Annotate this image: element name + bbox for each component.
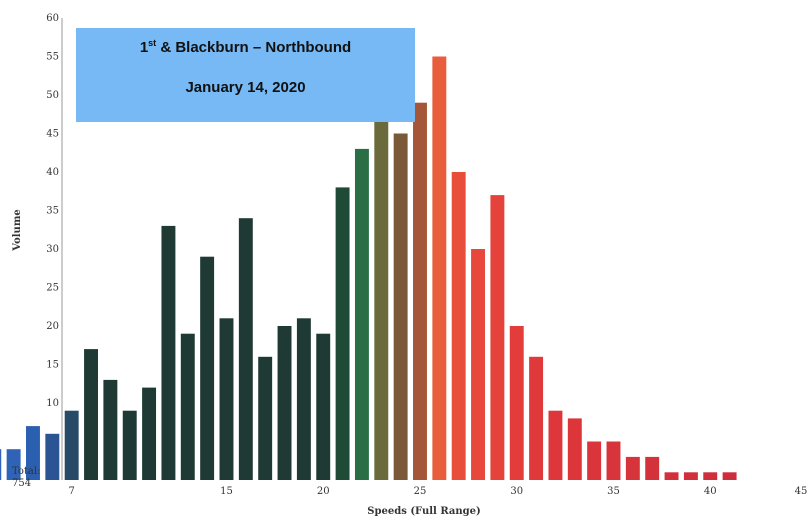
y-tick-label: 20 <box>46 321 59 332</box>
bar <box>258 356 273 480</box>
x-axis-title: Speeds (Full Range) <box>367 506 480 517</box>
bars <box>0 56 737 480</box>
y-tick-label: 30 <box>46 244 59 255</box>
y-tick-label: 40 <box>46 167 59 178</box>
total-value: 754 <box>12 478 31 489</box>
x-tick-label: 15 <box>220 486 233 497</box>
bar <box>64 410 79 480</box>
bar <box>645 456 660 480</box>
x-axis-ticks: 7 15 20 25 30 35 40 45 <box>68 486 807 497</box>
bar <box>393 133 408 480</box>
x-tick-label: 45 <box>795 486 807 497</box>
bar <box>606 441 621 480</box>
bar <box>703 472 718 480</box>
x-tick-label: 25 <box>414 486 427 497</box>
bar <box>490 195 505 480</box>
y-tick-label: 25 <box>46 283 59 294</box>
y-tick-label: 60 <box>46 13 59 24</box>
bar <box>683 472 698 480</box>
bar <box>413 102 427 480</box>
y-tick-label: 50 <box>46 90 59 101</box>
chart-title: 1st & Blackburn – Northbound <box>139 38 352 56</box>
y-tick-label: 45 <box>46 129 59 140</box>
bar <box>471 249 486 480</box>
bar <box>374 79 389 480</box>
bar <box>45 433 60 480</box>
x-tick-label: 20 <box>317 486 330 497</box>
bar <box>180 333 195 480</box>
bar <box>567 418 582 480</box>
y-tick-label: 55 <box>46 52 59 63</box>
bar <box>238 218 253 480</box>
x-tick-label: 30 <box>510 486 523 497</box>
bar <box>6 449 21 480</box>
bar <box>142 387 157 480</box>
bar <box>529 356 544 480</box>
y-tick-label: 35 <box>46 206 59 217</box>
bar <box>335 187 350 480</box>
bar <box>587 441 602 480</box>
total-label: Total: <box>12 466 40 477</box>
bar <box>26 426 40 480</box>
x-tick-label: 35 <box>607 486 620 497</box>
x-tick-label: 7 <box>68 486 74 497</box>
y-axis-ticks: 51015202530354045505560 <box>46 13 59 448</box>
bar <box>0 449 2 480</box>
bar <box>296 318 311 480</box>
bar <box>84 349 98 480</box>
bar <box>316 333 331 480</box>
chart-subtitle: January 14, 2020 <box>185 79 306 96</box>
bar <box>161 225 176 480</box>
bar <box>451 172 466 480</box>
x-tick-label: 40 <box>704 486 717 497</box>
bar <box>509 326 524 480</box>
bar <box>354 148 369 480</box>
bar <box>277 326 292 480</box>
bar <box>722 472 737 480</box>
y-tick-label: 15 <box>46 360 59 371</box>
y-tick-label: 10 <box>46 398 59 409</box>
bar <box>219 318 234 480</box>
bar <box>200 256 215 480</box>
bar <box>548 410 563 480</box>
chart-title-box: 1st & Blackburn – Northbound January 14,… <box>76 28 415 122</box>
bar <box>122 410 137 480</box>
bar <box>103 379 118 480</box>
bar <box>664 472 679 480</box>
y-axis-title: Volume <box>12 209 23 252</box>
bar <box>625 456 640 480</box>
bar <box>432 56 447 480</box>
